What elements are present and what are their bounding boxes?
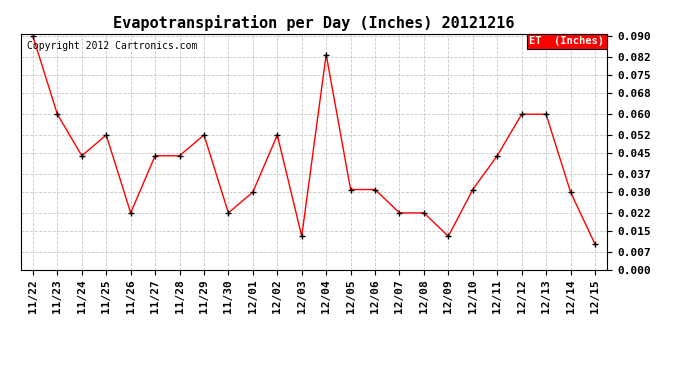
Text: ET  (Inches): ET (Inches) — [529, 36, 604, 46]
Text: Copyright 2012 Cartronics.com: Copyright 2012 Cartronics.com — [26, 41, 197, 51]
Title: Evapotranspiration per Day (Inches) 20121216: Evapotranspiration per Day (Inches) 2012… — [113, 15, 515, 31]
